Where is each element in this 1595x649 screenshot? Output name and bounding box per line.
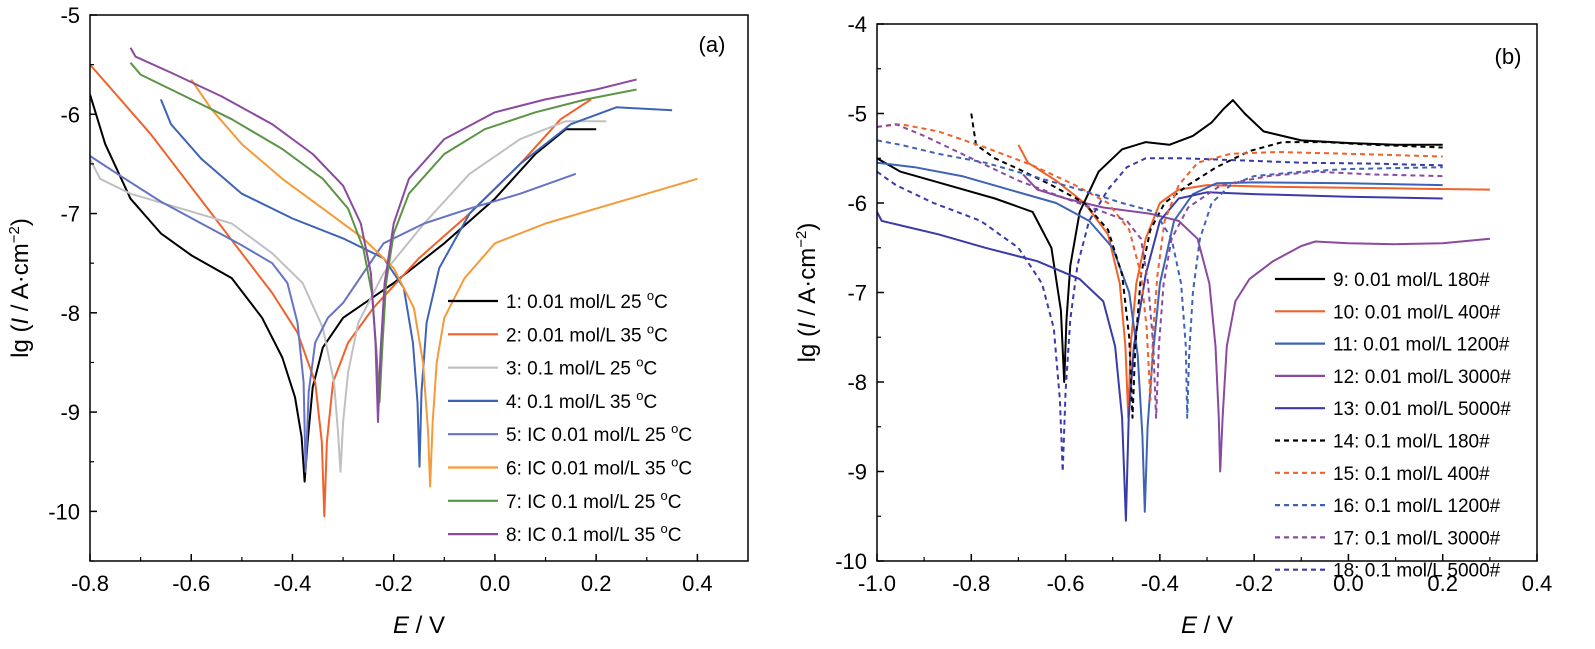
- legend-entry-label: 1: 0.01 mol/L 25 oC: [506, 288, 668, 313]
- series-line-5: [90, 155, 577, 473]
- series-line-4: [159, 99, 673, 468]
- series-group: [90, 47, 698, 518]
- x-axis-title: E / V: [393, 612, 445, 639]
- series-line-8: [877, 139, 1443, 419]
- x-tick-label: 0.2: [581, 571, 612, 596]
- y-tick-label: -8: [847, 370, 867, 395]
- y-tick-label: -7: [847, 281, 867, 306]
- legend-entry-label: 18: 0.1 mol/L 5000#: [1333, 561, 1501, 582]
- y-tick-label: -6: [847, 191, 867, 216]
- legend-entry-label: 2: 0.01 mol/L 35 oC: [506, 321, 668, 346]
- legend-entry-label: 17: 0.1 mol/L 3000#: [1333, 528, 1501, 549]
- legend-entry-label: 5: IC 0.01 mol/L 25 oC: [506, 421, 692, 446]
- legend-entry-label: 6: IC 0.01 mol/L 35 oC: [506, 455, 692, 480]
- y-tick-label: -5: [60, 3, 80, 28]
- legend-entry-label: 15: 0.1 mol/L 400#: [1333, 464, 1490, 485]
- legend-entry-label: 3: 0.1 mol/L 25 oC: [506, 355, 657, 380]
- y-tick-label: -4: [847, 12, 867, 37]
- series-line-1: [90, 94, 597, 483]
- legend-entry-label: 13: 0.01 mol/L 5000#: [1333, 399, 1511, 420]
- x-tick-label: 0.4: [682, 571, 713, 596]
- series-line-1: [877, 99, 1443, 383]
- series-line-8: [129, 47, 637, 423]
- series-line-7: [877, 123, 1443, 401]
- chart-panel-b: -1.0 -0.8 -0.6 -0.4 -0.2 0.0 0.2 0.4 -10 -9 -8 -7 -6…: [793, 12, 1552, 639]
- x-tick-label: -0.4: [1141, 571, 1179, 596]
- x-tick-label: -0.2: [375, 571, 413, 596]
- plot-frame: [89, 14, 749, 562]
- x-tick-label: 0.0: [1333, 571, 1364, 596]
- y-axis-title: lg (I / A·cm−2): [6, 218, 34, 358]
- series-line-2: [90, 63, 592, 518]
- x-axis-title: E / V: [1181, 612, 1233, 639]
- x-tick-label: 0.0: [480, 571, 511, 596]
- y-tick-label: -6: [60, 102, 80, 127]
- y-tick-label: -10: [48, 499, 80, 524]
- legend-entry-label: 4: 0.1 mol/L 35 oC: [506, 388, 657, 413]
- series-line-2: [1017, 144, 1490, 419]
- legend-entry-label: 12: 0.01 mol/L 3000#: [1333, 367, 1511, 388]
- series-line-7: [129, 62, 637, 404]
- y-tick-label: -9: [847, 460, 867, 485]
- x-tick-label: 0.2: [1427, 571, 1458, 596]
- panel-label: (b): [1495, 44, 1522, 69]
- x-tick-label: 0.4: [1522, 571, 1553, 596]
- panel-label: (a): [699, 32, 726, 57]
- legend-entry-label: 11: 0.01 mol/L 1200#: [1333, 335, 1510, 356]
- series-line-5: [877, 191, 1443, 522]
- y-tick-label: -9: [60, 400, 80, 425]
- series-line-3: [877, 161, 1443, 513]
- chart-panel-a: -0.8 -0.6 -0.4 -0.2 0.0 0.2 0.4 -10 -9 -8 -7 -6 -5 E …: [6, 3, 749, 639]
- legend-entry-label: 16: 0.1 mol/L 1200#: [1333, 496, 1501, 517]
- legend-entry-label: 9: 0.01 mol/L 180#: [1333, 270, 1490, 291]
- y-axis-title: lg (I / A·cm−2): [793, 223, 821, 363]
- legend-entry-label: 14: 0.1 mol/L 180#: [1333, 432, 1490, 453]
- x-tick-label: -0.4: [274, 571, 312, 596]
- series-group: [877, 99, 1490, 522]
- series-line-6: [190, 78, 698, 488]
- x-tick-label: -0.8: [71, 571, 109, 596]
- legend: 1: 0.01 mol/L 25 oC 2: 0.01 mol/L 35 oC 3:…: [448, 288, 692, 546]
- legend-entry-label: 10: 0.01 mol/L 400#: [1333, 302, 1501, 323]
- x-tick-label: -0.6: [172, 571, 210, 596]
- legend-entry-label: 8: IC 0.1 mol/L 35 oC: [506, 521, 682, 546]
- series-line-4: [1022, 173, 1490, 473]
- legend-entry-label: 7: IC 0.1 mol/L 25 oC: [506, 488, 682, 513]
- x-tick-label: -0.2: [1235, 571, 1273, 596]
- y-tick-label: -10: [835, 549, 867, 574]
- y-tick-label: -7: [60, 202, 80, 227]
- x-tick-label: -0.8: [952, 571, 990, 596]
- y-tick-label: -5: [847, 102, 867, 127]
- x-tick-label: -1.0: [858, 571, 896, 596]
- y-tick-label: -8: [60, 301, 80, 326]
- series-line-3: [90, 120, 607, 473]
- legend: 9: 0.01 mol/L 180# 10: 0.01 mol/L 400# 11:…: [1275, 270, 1511, 582]
- x-tick-label: -0.6: [1047, 571, 1085, 596]
- series-line-9: [877, 123, 1443, 419]
- series-line-10: [877, 157, 1443, 473]
